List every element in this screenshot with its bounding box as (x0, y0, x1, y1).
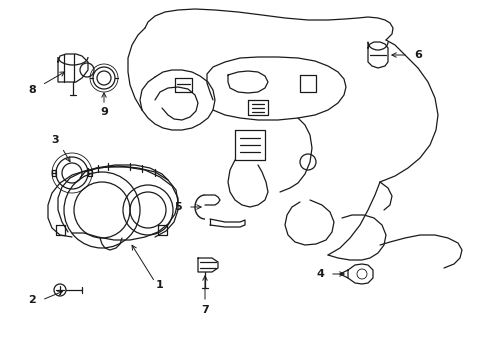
Text: 5: 5 (174, 202, 182, 212)
Text: 8: 8 (28, 85, 36, 95)
Text: 2: 2 (28, 295, 36, 305)
Text: 3: 3 (51, 135, 59, 145)
Text: 7: 7 (201, 305, 208, 315)
Text: 6: 6 (413, 50, 421, 60)
Text: 9: 9 (100, 107, 108, 117)
Text: 1: 1 (156, 280, 163, 290)
Text: 4: 4 (315, 269, 323, 279)
